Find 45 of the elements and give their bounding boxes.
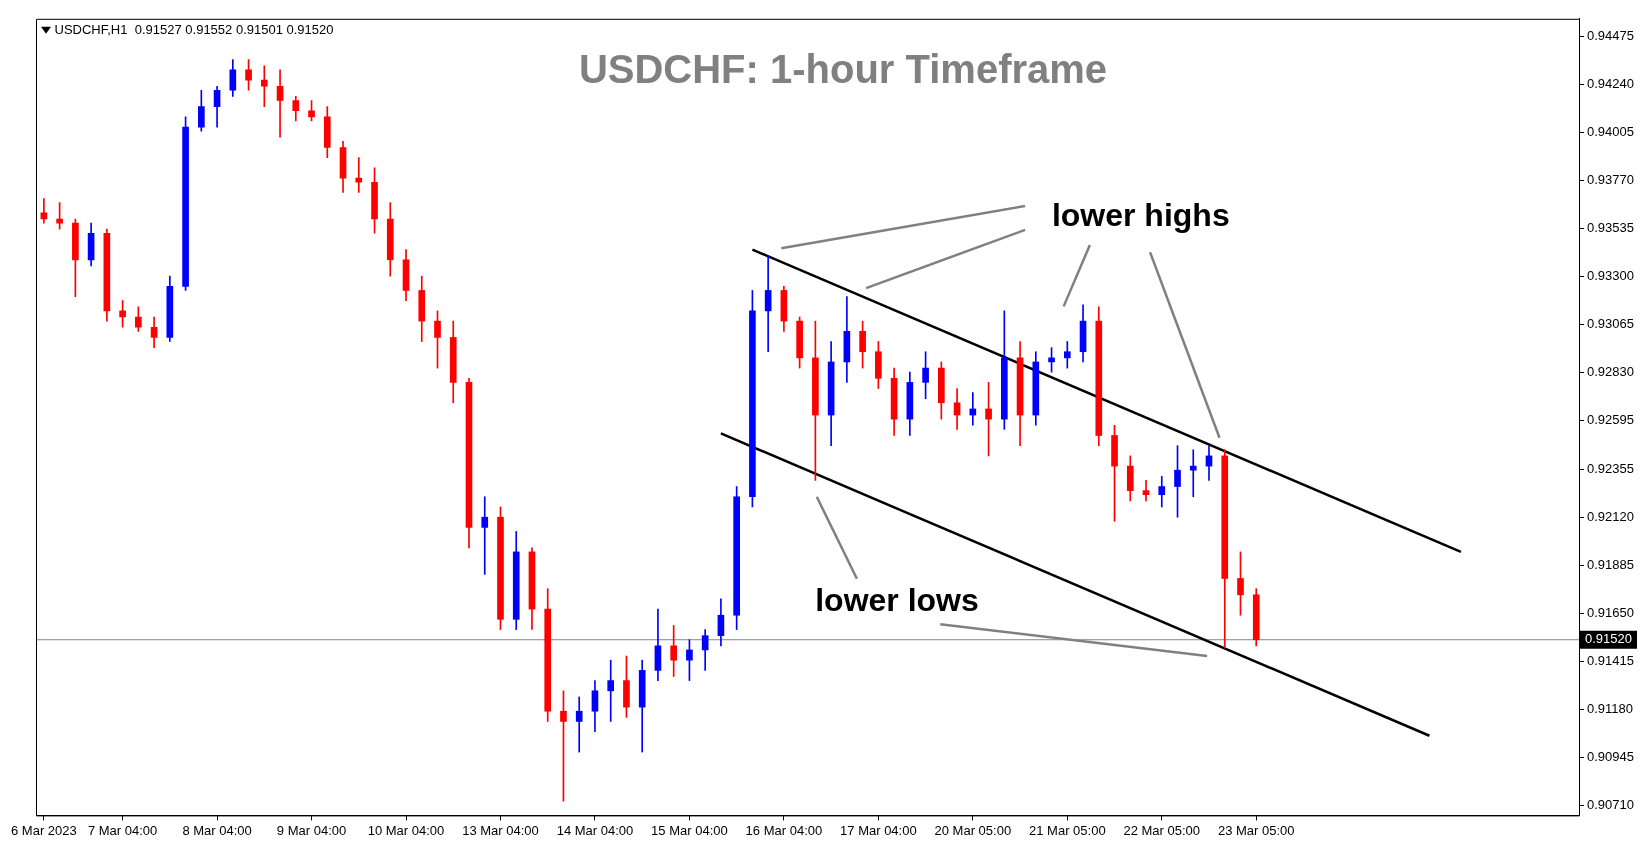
candlestick: [1189, 449, 1197, 498]
candlestick: [355, 157, 363, 193]
y-tick-label: 0.91885: [1587, 556, 1635, 572]
annotation: USDCHF,H1 0.91527 0.91552 0.91501 0.91520: [54, 21, 334, 37]
x-tick-label: 17 Mar 04:00: [840, 822, 917, 838]
candlestick: [260, 65, 268, 107]
y-tick-label: 0.91650: [1587, 604, 1635, 620]
y-tick-label: 0.90945: [1587, 748, 1635, 764]
candlestick: [575, 696, 583, 753]
y-tick-label: 0.92120: [1587, 508, 1635, 524]
candlestick: [1142, 480, 1150, 502]
annotation: lower highs: [1051, 196, 1230, 233]
x-tick-label: 14 Mar 04:00: [556, 822, 634, 838]
y-tick-label: 0.93300: [1587, 267, 1635, 283]
x-tick-label: 8 Mar 04:00: [182, 822, 252, 838]
x-tick-label: 23 Mar 05:00: [1217, 822, 1295, 838]
y-tick-label: 0.93770: [1587, 171, 1635, 187]
y-tick-label: 0.93065: [1587, 315, 1635, 331]
y-tick-label: 0.91415: [1587, 652, 1635, 668]
y-tick-label: 0.94005: [1587, 123, 1635, 139]
text: USDCHF: 1-hour Timeframe: [578, 47, 1108, 92]
candlestick: [481, 496, 489, 575]
y-tick-label: 0.91180: [1587, 700, 1634, 716]
y-tick-label: 0.92355: [1587, 460, 1635, 476]
x-tick-label: 20 Mar 05:00: [934, 822, 1012, 838]
candlestick: [607, 659, 615, 722]
candlestick: [764, 255, 772, 353]
y-tick-label: 0.92595: [1587, 411, 1635, 427]
x-tick-label: 21 Mar 05:00: [1028, 822, 1106, 838]
annotation: lower lows: [815, 581, 979, 618]
x-tick-label: 16 Mar 04:00: [745, 822, 823, 838]
x-tick-label: 7 Mar 04:00: [87, 822, 158, 838]
x-tick-label: 9 Mar 04:00: [276, 822, 347, 838]
y-tick-label: 0.94475: [1587, 27, 1635, 43]
y-tick-label: 0.90710: [1587, 796, 1635, 812]
ref-line-label: 0.91520: [1585, 631, 1633, 647]
x-tick-label: 22 Mar 05:00: [1123, 822, 1201, 838]
candlestick: [276, 69, 284, 138]
y-tick-label: 0.93535: [1587, 219, 1635, 235]
y-tick-label: 0.92830: [1587, 363, 1635, 379]
x-tick-label: 13 Mar 04:00: [462, 822, 539, 838]
x-tick-label: 10 Mar 04:00: [367, 822, 445, 838]
x-tick-label: 15 Mar 04:00: [651, 822, 728, 838]
x-tick-label: 6 Mar 2023: [11, 822, 77, 838]
y-tick-label: 0.94240: [1587, 75, 1635, 91]
